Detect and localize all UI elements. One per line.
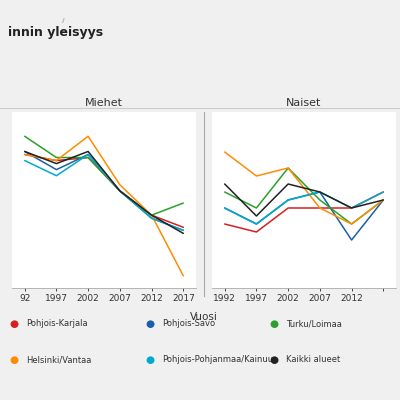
Text: ●: ●	[146, 355, 154, 365]
Text: ●: ●	[10, 355, 18, 365]
Text: Pohjois-Savo: Pohjois-Savo	[162, 320, 215, 328]
Text: KUVIO 1.: KUVIO 1.	[8, 10, 60, 20]
Title: Miehet: Miehet	[85, 98, 123, 108]
Text: ●: ●	[10, 319, 18, 329]
Text: Turku/Loimaa: Turku/Loimaa	[286, 320, 342, 328]
Text: Kaikki alueet: Kaikki alueet	[286, 356, 340, 364]
Text: /: /	[62, 10, 67, 25]
Text: ●: ●	[270, 355, 278, 365]
Text: Pohjois-Pohjanmaa/Kainuu: Pohjois-Pohjanmaa/Kainuu	[162, 356, 273, 364]
Text: innin yleisyys: innin yleisyys	[8, 26, 103, 39]
Text: Helsinki/Vantaa: Helsinki/Vantaa	[26, 356, 91, 364]
Text: Pohjois-Karjala: Pohjois-Karjala	[26, 320, 88, 328]
Title: Naiset: Naiset	[286, 98, 322, 108]
Text: ●: ●	[270, 319, 278, 329]
Text: Vuosi: Vuosi	[190, 312, 218, 322]
Text: ●: ●	[146, 319, 154, 329]
